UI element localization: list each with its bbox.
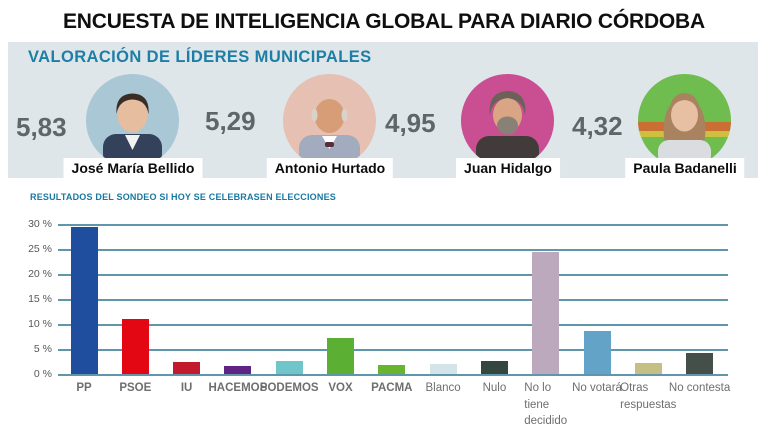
x-label-nulo: Nulo (482, 382, 507, 394)
leader-photo-bellido (86, 74, 179, 167)
leader-name-badanelli: Paula Badanelli (625, 158, 745, 179)
y-tick-label-20: 20 % (28, 268, 52, 280)
face-shape (314, 99, 345, 133)
leader-photo-hidalgo (461, 74, 554, 167)
leaders-heading: VALORACIÓN DE LÍDERES MUNICIPALES (28, 48, 372, 66)
leader-score-bellido: 5,83 (16, 112, 67, 142)
x-label-iu: IU (180, 382, 193, 394)
y-tick-label-25: 25 % (28, 243, 52, 255)
y-axis: 30 % 25 % 20 % 15 % 10 % 5 % 0 % (14, 218, 52, 380)
page-title: ENCUESTA DE INTELIGENCIA GLOBAL PARA DIA… (63, 10, 705, 33)
bar-podemos (275, 361, 303, 374)
x-label-pacma: PACMA (371, 382, 413, 394)
leader-photo-hurtado (283, 74, 376, 167)
bar-no-contesta (686, 352, 714, 374)
leader-score-hurtado: 5,29 (205, 106, 256, 136)
gridline-20 (58, 274, 728, 276)
hair-shape (669, 93, 700, 118)
x-label-no-contesta: No contesta (668, 382, 731, 394)
x-label-pp: PP (76, 382, 92, 394)
bar-plot-area: PP PSOE IU HACEMOS PODEMOS VOX PACMA Blanco Nulo… (58, 224, 730, 427)
leader-score-badanelli: 4,32 (572, 111, 623, 141)
hair-shape (116, 93, 149, 114)
x-label-blanco: Blanco (425, 382, 461, 394)
bar-otras-respuestas (634, 363, 662, 374)
leader-photo-badanelli (638, 74, 731, 167)
bar-pacma (378, 364, 406, 374)
gridline-10 (58, 324, 728, 326)
gridline-15 (58, 299, 728, 301)
gridline-5 (58, 349, 728, 351)
chart-title: RESULTADOS DEL SONDEO SI HOY SE CELEBRAS… (30, 192, 336, 202)
bar-vox (327, 337, 354, 374)
y-tick-label-10: 10 % (28, 318, 52, 330)
y-tick-label-15: 15 % (28, 293, 52, 305)
gridline-0 (58, 374, 728, 376)
collar-shape (125, 135, 140, 150)
bar-no-lo-tiene-decidido (532, 252, 560, 374)
bar-hacemos (224, 366, 252, 374)
bar-nulo (480, 361, 508, 374)
hair-shape (489, 91, 526, 116)
hair-shape (311, 108, 318, 122)
leader-name-bellido: José María Bellido (63, 158, 203, 179)
x-label-podemos: PODEMOS (259, 382, 319, 394)
bar-psoe (121, 319, 149, 374)
bar-iu (173, 362, 201, 374)
gridline-25 (58, 249, 728, 251)
x-label-hacemos: HACEMOS (208, 382, 268, 394)
bar-no-votará (583, 330, 611, 374)
y-tick-label-0: 0 % (33, 368, 52, 380)
bar-blanco (429, 363, 457, 374)
leader-name-hurtado: Antonio Hurtado (266, 158, 394, 179)
leaders-section: VALORACIÓN DE LÍDERES MUNICIPALES 5,83 J… (8, 42, 758, 179)
x-label-no-votará: No votará (572, 382, 622, 394)
face-shape (671, 98, 698, 132)
gridline-30 (58, 224, 728, 226)
x-label-no-lo-tiene-decidido: No lo tiene decidido (524, 382, 568, 428)
bowtie-shape (325, 142, 334, 147)
hair-shape (341, 108, 348, 122)
y-tick-label-30: 30 % (28, 218, 52, 230)
face-shape (117, 97, 148, 133)
x-label-psoe: PSOE (119, 382, 152, 394)
y-tick-label-5: 5 % (33, 343, 52, 355)
leader-score-hidalgo: 4,95 (385, 108, 436, 138)
x-label-vox: VOX (328, 382, 353, 394)
leader-name-hidalgo: Juan Hidalgo (456, 158, 560, 179)
bar-pp (70, 226, 98, 374)
x-label-otras-respuestas: Otras respuestas (620, 382, 677, 411)
beard-shape (497, 116, 518, 135)
